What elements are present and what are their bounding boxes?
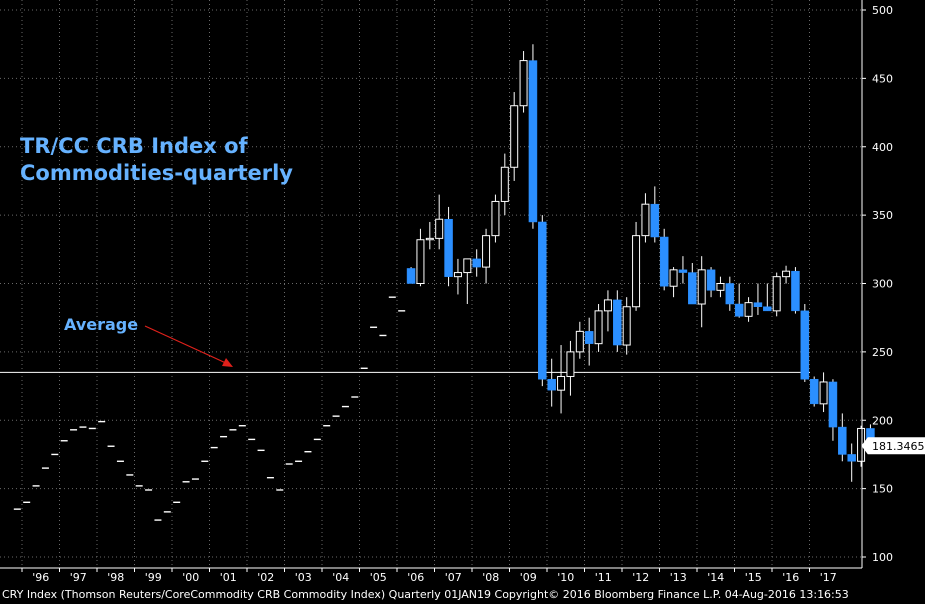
candle-body-up (716, 283, 725, 291)
candle-body-up (819, 381, 828, 405)
candle-body-down (678, 269, 688, 273)
candle-body-down (650, 203, 660, 238)
candle-body-down (838, 426, 847, 455)
candle-body-up (435, 218, 444, 239)
candle-body-up (603, 299, 612, 312)
candle-body-down (406, 268, 416, 284)
y-tick-label: 350 (872, 209, 893, 222)
candle-body-up (416, 239, 425, 285)
y-tick-label: 300 (872, 278, 893, 291)
x-tick-label: '12 (632, 571, 649, 584)
candle-body-down (538, 221, 547, 380)
x-tick-label: '05 (370, 571, 387, 584)
candle-body-up (594, 310, 603, 345)
y-tick-label: 250 (872, 346, 893, 359)
candle-body-down (472, 258, 481, 268)
candle-body-down (725, 283, 735, 305)
arrow-head (222, 358, 233, 367)
candle-body-up (575, 330, 584, 353)
chart-title-line-1: TR/CC CRB Index of (20, 134, 248, 158)
x-tick-label: '10 (557, 571, 574, 584)
gridlines (0, 0, 862, 568)
candle-body-up (463, 258, 472, 274)
candle-body-down (753, 302, 763, 307)
candle-body-down (800, 310, 810, 380)
candle-body-up (669, 269, 678, 287)
candle-body-down (828, 381, 838, 428)
candle-body-up (782, 270, 791, 278)
candle-body-down (791, 270, 800, 312)
candle-body-up (425, 237, 434, 241)
candle-body-down (659, 236, 669, 287)
candle-body-up (744, 302, 753, 317)
footer-bar: CRY Index (Thomson Reuters/CoreCommodity… (0, 586, 925, 604)
candle-body-down (734, 303, 744, 317)
candle-body-down (847, 454, 856, 462)
x-tick-label: '97 (70, 571, 87, 584)
x-tick-label: '16 (782, 571, 799, 584)
candle-body-down (528, 60, 538, 223)
candle-body-down (584, 331, 594, 344)
x-tick-label: '04 (332, 571, 349, 584)
annotation-arrow (144, 325, 233, 367)
x-tick-label: '01 (220, 571, 237, 584)
x-tick-label: '06 (407, 571, 424, 584)
y-axis: 100 150 200 250 300 350 400 450 500 (861, 0, 893, 568)
candle-body-up (632, 235, 641, 308)
x-axis: '96 '97 '98 '99 '00 '01 '02 '03 '04 '05 '06 '07 '08 '… (0, 567, 862, 584)
arrow-line (144, 325, 229, 365)
chart-title-line-2: Commodities-quarterly (20, 161, 293, 185)
x-tick-label: '14 (707, 571, 724, 584)
last-value-marker: 181.3465 (861, 437, 925, 455)
candle-body-down (688, 272, 697, 305)
candle-body-up (453, 272, 462, 278)
flat-bars-group (13, 296, 406, 521)
x-tick-label: '03 (295, 571, 312, 584)
y-tick-label: 500 (872, 4, 893, 17)
y-tick-label: 400 (872, 141, 893, 154)
x-tick-label: '07 (445, 571, 462, 584)
average-annotation: Average (64, 315, 139, 334)
candle-body-down (547, 378, 556, 391)
x-tick-label: '08 (482, 571, 499, 584)
candle-body-up (519, 60, 528, 107)
candle-body-up (697, 269, 706, 305)
x-tick-label: '98 (107, 571, 124, 584)
x-tick-label: '11 (595, 571, 612, 584)
candle-body-up (500, 166, 509, 202)
x-tick-label: '02 (257, 571, 274, 584)
y-tick-label: 150 (872, 483, 893, 496)
x-tick-label: '13 (670, 571, 687, 584)
x-tick-label: '09 (520, 571, 537, 584)
last-value-label: 181.3465 (872, 440, 925, 453)
chart-title: TR/CC CRB Index of Commodities-quarterly (20, 133, 293, 187)
candle-body-up (482, 235, 491, 268)
last-value-box (861, 437, 925, 455)
candle-body-up (491, 200, 500, 237)
x-tick-label: '00 (182, 571, 199, 584)
candle-body-down (763, 306, 772, 312)
y-tick-label: 450 (872, 72, 893, 85)
candle-body-down (444, 218, 453, 277)
candles-group (406, 44, 875, 482)
candle-body-up (622, 306, 631, 346)
x-tick-label: '96 (32, 571, 49, 584)
y-tick-label: 200 (872, 414, 893, 427)
candle-body-up (557, 375, 566, 391)
candle-body-up (510, 105, 519, 168)
y-tick-label: 100 (872, 551, 893, 564)
x-tick-label: '17 (820, 571, 837, 584)
candle-body-up (772, 276, 781, 312)
candle-body-down (809, 378, 819, 405)
x-tick-label: '99 (145, 571, 162, 584)
candle-body-up (641, 203, 650, 237)
candle-body-up (566, 351, 575, 377)
candle-body-down (613, 299, 622, 346)
x-tick-label: '15 (745, 571, 762, 584)
candle-body-down (706, 269, 716, 291)
